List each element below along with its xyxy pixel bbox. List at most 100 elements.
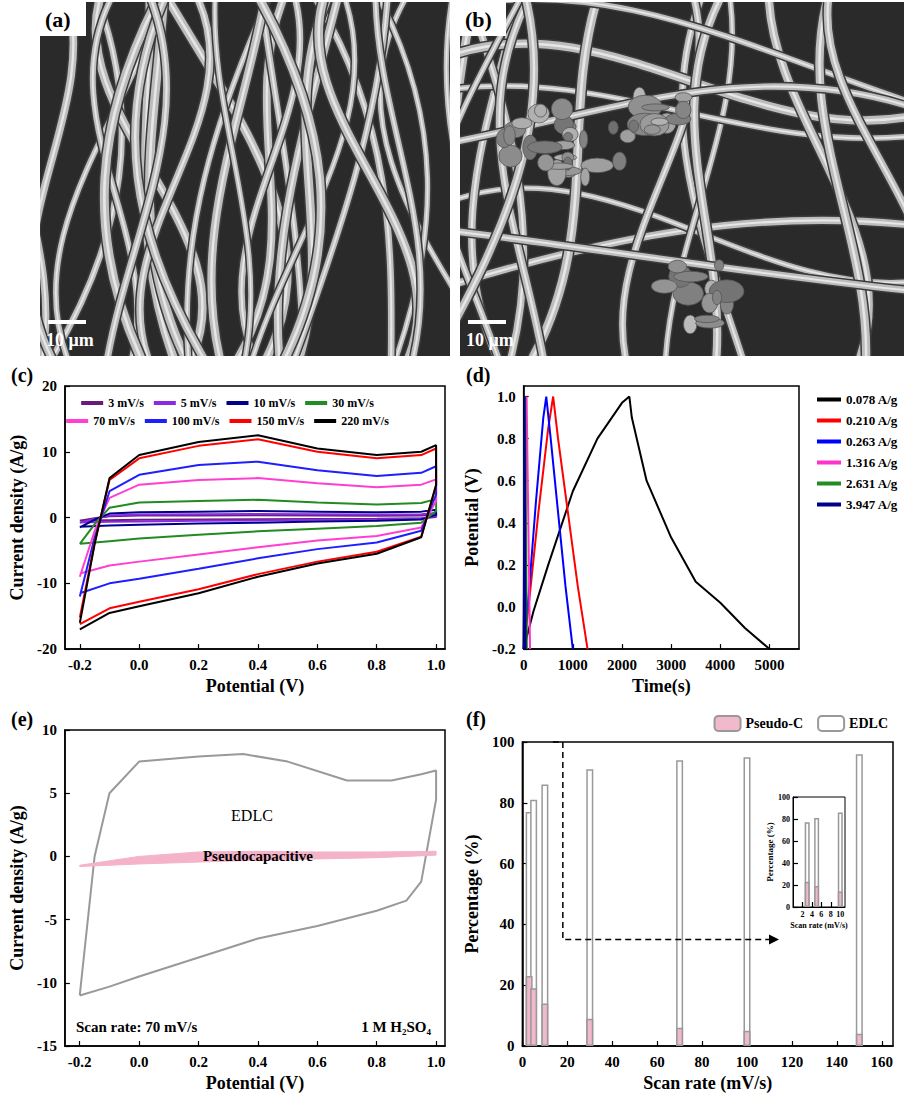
svg-text:5000: 5000 <box>754 657 784 673</box>
svg-text:3000: 3000 <box>656 657 686 673</box>
svg-text:160: 160 <box>871 1054 894 1070</box>
svg-text:20: 20 <box>782 881 790 890</box>
svg-text:3.947 A/g: 3.947 A/g <box>846 497 898 512</box>
svg-text:3 mV/s: 3 mV/s <box>108 396 144 410</box>
svg-text:0.0: 0.0 <box>130 657 149 673</box>
svg-text:100: 100 <box>778 793 790 802</box>
svg-text:5: 5 <box>49 785 57 801</box>
svg-text:0: 0 <box>519 1054 527 1070</box>
svg-text:0.6: 0.6 <box>308 1054 327 1070</box>
svg-text:140: 140 <box>826 1054 849 1070</box>
svg-text:0.2: 0.2 <box>189 657 208 673</box>
svg-text:-15: -15 <box>37 1038 57 1054</box>
svg-text:(a): (a) <box>45 7 71 32</box>
svg-text:0.8: 0.8 <box>367 1054 386 1070</box>
svg-text:80: 80 <box>695 1054 710 1070</box>
svg-text:2: 2 <box>800 910 804 919</box>
svg-text:20: 20 <box>499 977 514 993</box>
svg-text:6: 6 <box>819 910 823 919</box>
svg-text:Pseudo-C: Pseudo-C <box>746 716 804 731</box>
svg-text:Potential (V): Potential (V) <box>462 468 483 566</box>
svg-text:40: 40 <box>605 1054 620 1070</box>
svg-text:1.0: 1.0 <box>427 1054 446 1070</box>
svg-text:Scan rate (mV/s): Scan rate (mV/s) <box>643 1073 772 1094</box>
svg-text:Percentage (%): Percentage (%) <box>765 822 775 882</box>
svg-text:-10: -10 <box>37 575 57 591</box>
svg-text:80: 80 <box>782 815 790 824</box>
svg-text:60: 60 <box>650 1054 665 1070</box>
svg-text:(f): (f) <box>466 708 486 731</box>
svg-text:0.078 A/g: 0.078 A/g <box>846 392 898 407</box>
svg-text:2.631 A/g: 2.631 A/g <box>846 476 898 491</box>
svg-text:(c): (c) <box>11 364 33 387</box>
svg-text:Time(s): Time(s) <box>632 676 691 697</box>
svg-text:10 μm: 10 μm <box>46 330 94 350</box>
svg-text:0: 0 <box>50 510 58 526</box>
svg-text:Scan rate: 70 mV/s: Scan rate: 70 mV/s <box>76 1019 197 1035</box>
svg-text:1.316 A/g: 1.316 A/g <box>846 455 898 470</box>
svg-text:EDLC: EDLC <box>231 807 273 824</box>
svg-text:20: 20 <box>42 378 57 394</box>
svg-text:-10: -10 <box>37 975 57 991</box>
svg-text:80: 80 <box>499 795 514 811</box>
svg-text:0.263 A/g: 0.263 A/g <box>846 434 898 449</box>
svg-text:Current density (A/g): Current density (A/g) <box>7 435 28 601</box>
svg-text:100: 100 <box>492 734 515 750</box>
svg-text:220 mV/s: 220 mV/s <box>341 414 389 428</box>
svg-text:2000: 2000 <box>607 657 637 673</box>
svg-text:0: 0 <box>49 848 57 864</box>
svg-text:0.0: 0.0 <box>497 599 516 615</box>
svg-text:10: 10 <box>42 444 57 460</box>
svg-text:0: 0 <box>507 1038 515 1054</box>
svg-text:0.8: 0.8 <box>497 431 516 447</box>
svg-text:150 mV/s: 150 mV/s <box>257 414 305 428</box>
svg-text:0.8: 0.8 <box>367 657 386 673</box>
svg-text:-0.2: -0.2 <box>68 1054 92 1070</box>
svg-text:EDLC: EDLC <box>849 716 888 731</box>
svg-text:40: 40 <box>499 916 514 932</box>
svg-text:40: 40 <box>782 859 790 868</box>
svg-text:Potential (V): Potential (V) <box>206 676 304 697</box>
svg-text:0.6: 0.6 <box>497 473 516 489</box>
svg-text:0.0: 0.0 <box>130 1054 149 1070</box>
svg-text:10 μm: 10 μm <box>466 330 514 350</box>
svg-text:100 mV/s: 100 mV/s <box>172 414 220 428</box>
svg-text:8: 8 <box>829 910 833 919</box>
svg-text:Current density (A/g): Current density (A/g) <box>7 805 28 971</box>
svg-text:10: 10 <box>836 910 844 919</box>
svg-text:(e): (e) <box>11 708 33 731</box>
svg-text:-20: -20 <box>37 641 57 657</box>
svg-text:120: 120 <box>781 1054 804 1070</box>
svg-text:Scan rate (mV/s): Scan rate (mV/s) <box>790 921 848 930</box>
svg-text:0: 0 <box>520 657 528 673</box>
svg-text:5 mV/s: 5 mV/s <box>181 396 217 410</box>
svg-text:Pseudocapacitive: Pseudocapacitive <box>203 848 313 864</box>
svg-text:10 mV/s: 10 mV/s <box>254 396 296 410</box>
svg-text:0.6: 0.6 <box>308 657 327 673</box>
svg-text:4: 4 <box>810 910 814 919</box>
svg-text:0.4: 0.4 <box>249 1054 268 1070</box>
svg-text:70 mV/s: 70 mV/s <box>93 414 135 428</box>
svg-text:1 M H₂SO₄: 1 M H₂SO₄ <box>361 1019 431 1035</box>
svg-text:60: 60 <box>782 837 790 846</box>
svg-text:-5: -5 <box>44 912 57 928</box>
svg-text:0: 0 <box>786 903 790 912</box>
svg-text:0.2: 0.2 <box>189 1054 208 1070</box>
svg-text:-0.2: -0.2 <box>68 657 92 673</box>
svg-text:60: 60 <box>499 856 514 872</box>
svg-text:10: 10 <box>42 722 57 738</box>
svg-text:0.210 A/g: 0.210 A/g <box>846 413 898 428</box>
svg-text:Potential (V): Potential (V) <box>206 1073 304 1094</box>
svg-text:0.2: 0.2 <box>497 557 516 573</box>
svg-text:0.4: 0.4 <box>497 515 516 531</box>
svg-text:0.4: 0.4 <box>249 657 268 673</box>
svg-text:1.0: 1.0 <box>427 657 446 673</box>
svg-text:100: 100 <box>736 1054 759 1070</box>
svg-text:30 mV/s: 30 mV/s <box>332 396 374 410</box>
svg-text:1000: 1000 <box>558 657 588 673</box>
svg-text:4000: 4000 <box>705 657 735 673</box>
svg-text:-0.2: -0.2 <box>492 641 516 657</box>
svg-text:(d): (d) <box>466 364 490 387</box>
svg-text:20: 20 <box>560 1054 575 1070</box>
svg-text:Percentage (%): Percentage (%) <box>462 834 483 953</box>
